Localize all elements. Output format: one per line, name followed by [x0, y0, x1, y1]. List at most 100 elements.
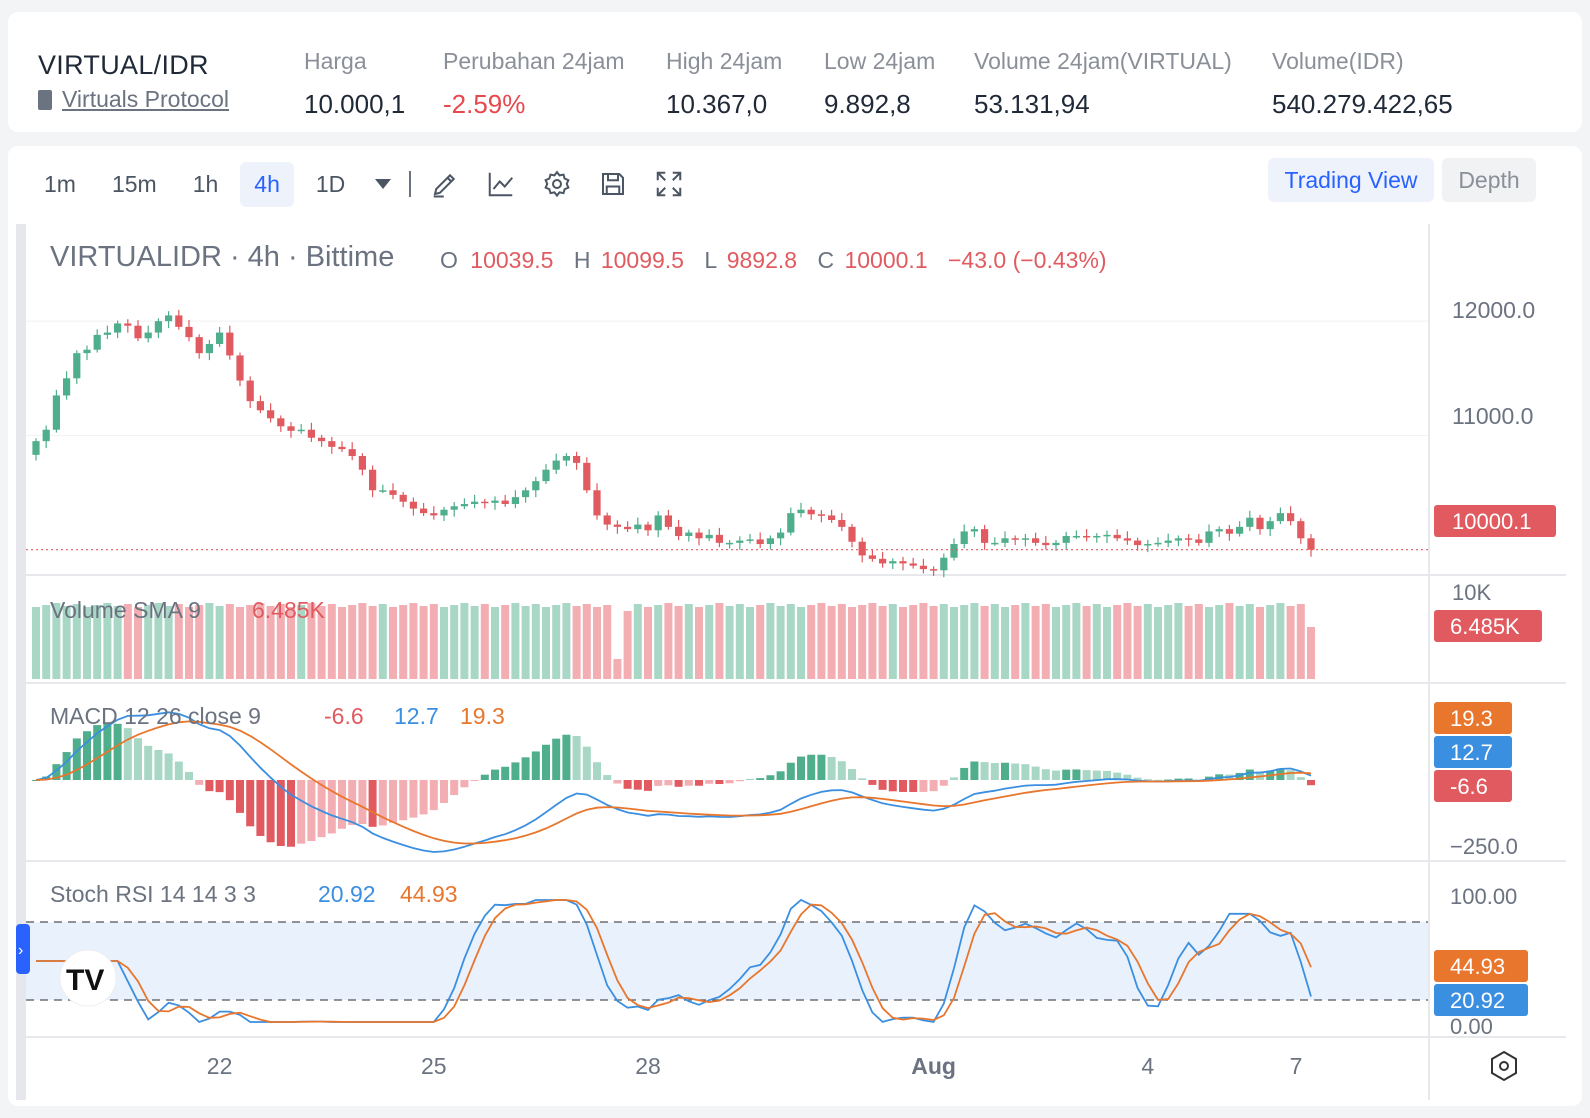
trading-chart[interactable]: VIRTUALIDR · 4h · Bittime O 10039.5 H 10…: [16, 224, 1574, 1100]
candle-body: [1174, 538, 1182, 541]
ohlc-low: 9892.8: [727, 247, 797, 273]
macd-hist-bar: [491, 769, 499, 780]
timeframe-1d[interactable]: 1D: [315, 170, 346, 197]
timeframe-15m[interactable]: 15m: [111, 170, 157, 197]
pair-title: VIRTUAL/IDR: [38, 50, 209, 80]
macd-hist-bar: [776, 771, 785, 780]
pencil-icon[interactable]: [429, 168, 461, 200]
macd-hist-bar: [1174, 778, 1183, 780]
volume-bar: [480, 604, 489, 679]
macd-hist-bar: [1184, 778, 1193, 780]
chart-toolbar: 1m 15m 1h 4h 1D: [30, 158, 709, 210]
volume-bar: [603, 605, 612, 679]
volume-bar: [725, 606, 734, 679]
volume-bar: [266, 606, 275, 679]
macd-hist-bar: [1123, 774, 1132, 780]
macd-hist-bar: [236, 780, 244, 813]
macd-hist-bar: [317, 780, 326, 838]
volume-bar: [32, 607, 40, 679]
macd-hist-bar: [460, 780, 469, 788]
volume-legend: Volume SMA 9: [50, 597, 201, 623]
volume-bar: [1133, 606, 1142, 679]
volume-bar: [848, 607, 856, 679]
candle-body: [613, 524, 621, 527]
project-link[interactable]: Virtuals Protocol: [38, 86, 229, 113]
macd-hist-bar: [715, 780, 724, 785]
macd-hist-bar: [735, 780, 744, 782]
macd-hist-bar: [980, 762, 989, 780]
candle-body: [1134, 540, 1142, 546]
candle-body: [930, 569, 938, 571]
project-name: Virtuals Protocol: [62, 86, 230, 112]
volume-bar: [256, 603, 265, 679]
volume-bar: [1174, 603, 1183, 679]
volume-bar: [1082, 606, 1091, 679]
candle-body: [909, 563, 917, 566]
side-panel-toggle[interactable]: [16, 924, 30, 974]
candle-body: [42, 429, 50, 442]
candle-body: [52, 395, 60, 430]
macd-hist-bar: [674, 780, 683, 787]
volume-bar: [827, 606, 836, 679]
macd-histogram: [32, 723, 1315, 847]
volume-bar: [389, 607, 397, 679]
indicator-chart-icon[interactable]: [485, 168, 517, 200]
candle-body: [32, 441, 40, 455]
candle-body: [868, 555, 876, 559]
volume-bar: [348, 605, 357, 679]
macd-hist-bar: [990, 763, 999, 780]
macd-hist-bar: [705, 780, 714, 784]
settings-hex-icon[interactable]: [1491, 1050, 1517, 1082]
candle-body: [277, 418, 285, 427]
trading-view-tab[interactable]: Trading View: [1268, 158, 1434, 202]
macd-hist-bar: [389, 780, 397, 823]
macd-hist-bar: [368, 780, 377, 827]
timeframe-1h[interactable]: 1h: [192, 170, 219, 197]
volume-bar: [144, 605, 153, 679]
chevron-down-icon[interactable]: [375, 179, 392, 189]
macd-hist-bar: [919, 780, 928, 792]
save-icon[interactable]: [597, 168, 629, 200]
volume-bar: [623, 611, 632, 679]
macd-hist-bar: [1194, 779, 1203, 781]
candle-body: [858, 541, 866, 556]
timeframe-4h[interactable]: 4h: [240, 161, 294, 207]
depth-tab[interactable]: Depth: [1442, 158, 1536, 202]
volume-bar: [1031, 606, 1040, 679]
candle-body: [297, 429, 305, 432]
candle-body: [1093, 536, 1101, 538]
volume-bar: [939, 604, 948, 679]
fullscreen-icon[interactable]: [653, 168, 685, 200]
volume-bar: [582, 604, 591, 679]
volume-bar: [1215, 605, 1224, 679]
candle-body: [195, 337, 203, 354]
last-price-badge: [1434, 505, 1556, 537]
candle-body: [848, 526, 856, 542]
volume-bar: [746, 607, 754, 679]
date-tick: 25: [421, 1053, 447, 1079]
volume-tick: 10K: [1452, 580, 1491, 605]
timeframe-1m[interactable]: 1m: [44, 170, 76, 197]
gear-icon[interactable]: [541, 168, 573, 200]
volume-bar: [52, 603, 61, 679]
candle-body: [654, 515, 662, 531]
candle-body: [1307, 538, 1315, 550]
macd-hist-bar: [440, 780, 448, 803]
tradingview-logo[interactable]: [59, 949, 117, 1007]
volume-bar: [633, 604, 642, 679]
volume-bar: [960, 605, 969, 679]
candle-body: [287, 426, 295, 431]
candle-body: [175, 315, 183, 327]
volume-bar: [83, 607, 91, 679]
macd-hist-bar: [205, 780, 214, 792]
ohlc-h-label: H: [574, 247, 591, 273]
volume-bar: [72, 604, 81, 679]
candle-body: [328, 441, 336, 447]
volume-bar: [980, 606, 989, 679]
macd-tick: −250.0: [1450, 834, 1518, 859]
candle-body: [1256, 517, 1264, 530]
candle-body: [705, 534, 713, 539]
macd-hist-bar: [766, 775, 775, 780]
macd-hist-bar: [756, 778, 765, 780]
candle-body: [338, 446, 346, 450]
